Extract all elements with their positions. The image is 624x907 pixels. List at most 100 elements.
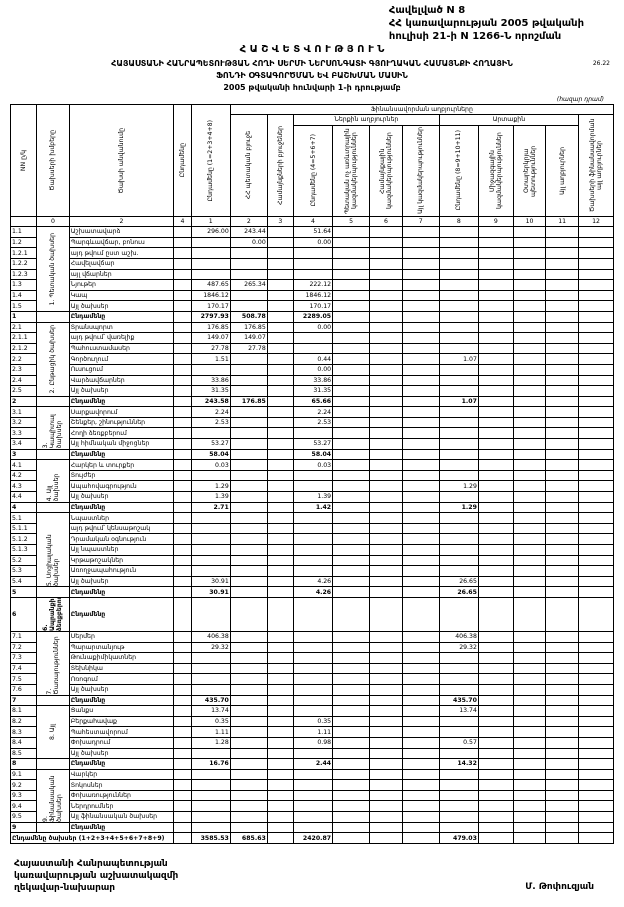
- row-name: Ընդամենը: [68, 596, 175, 632]
- value-cell: [477, 385, 514, 397]
- value-cell: [173, 758, 192, 770]
- value-cell: [173, 705, 192, 717]
- value-cell: [477, 662, 514, 675]
- value-cell: 1846.12: [190, 289, 231, 302]
- value-cell: [332, 586, 371, 598]
- group-label-text: 8. Այլ: [49, 724, 57, 741]
- value-cell: [512, 257, 547, 270]
- column-header-text: Օտարերկրյա պետություններ: [522, 145, 537, 197]
- value-cell: [578, 385, 614, 397]
- value-cell: [477, 747, 514, 760]
- group-cell: [36, 821, 70, 834]
- value-cell: 2420.87: [292, 832, 334, 844]
- value-cell: 265.34: [229, 279, 268, 291]
- value-cell: [578, 247, 614, 259]
- column-number: [9, 215, 38, 228]
- unit: (հազար դրամ): [556, 96, 604, 103]
- value-cell: [369, 586, 403, 598]
- value-cell: [401, 438, 440, 450]
- value-cell: [545, 662, 580, 675]
- row-code: 7.6: [9, 683, 38, 696]
- value-cell: [477, 758, 514, 770]
- value-cell: [266, 683, 294, 696]
- value-cell: [332, 459, 371, 471]
- item-row: 3.4 Այլ հիմնական միջոցներ 53.27 53.27: [9, 438, 614, 450]
- value-cell: [332, 544, 371, 556]
- value-cell: [545, 279, 580, 291]
- value-cell: [401, 512, 440, 524]
- item-row: 1.5 Այլ ծախսեր 170.17 170.17: [9, 300, 614, 312]
- value-cell: [512, 247, 547, 259]
- row-name: Տեխնիկա: [68, 662, 175, 675]
- value-cell: [332, 427, 371, 440]
- row-code: 8.1: [9, 705, 38, 717]
- value-cell: [332, 683, 371, 696]
- value-cell: [173, 374, 192, 387]
- value-cell: [190, 596, 231, 632]
- value-cell: [266, 469, 294, 482]
- value-cell: [401, 310, 440, 323]
- value-cell: [545, 268, 580, 281]
- row-name: Տրանսպորտ: [68, 321, 175, 334]
- item-row: 2.1.2 Պահուստամասեր 27.78 27.78: [9, 342, 614, 355]
- value-cell: [332, 630, 371, 643]
- value-cell: [266, 522, 294, 535]
- value-cell: [578, 469, 614, 482]
- value-cell: [190, 811, 231, 823]
- value-cell: [477, 279, 514, 291]
- value-cell: [229, 554, 268, 567]
- value-cell: [512, 342, 547, 355]
- value-cell: [173, 459, 192, 471]
- value-cell: [266, 821, 294, 834]
- item-row: 8.2 Բերքահավաք 0.35 0.35: [9, 715, 614, 728]
- value-cell: [229, 768, 268, 781]
- value-cell: [401, 480, 440, 493]
- value-cell: 26.65: [438, 575, 479, 588]
- value-cell: [229, 726, 268, 738]
- value-cell: [477, 289, 514, 302]
- value-cell: [401, 694, 440, 707]
- signature: Մ. Թոփուզյան: [525, 882, 594, 892]
- value-cell: [369, 363, 403, 376]
- row-name: Ընդամենը: [68, 448, 175, 461]
- value-cell: [332, 821, 371, 834]
- value-cell: [173, 747, 192, 760]
- value-cell: [173, 736, 192, 749]
- value-cell: [512, 747, 547, 760]
- footer-line: կառավարության աշխատակազմի: [14, 871, 179, 881]
- value-cell: [229, 736, 268, 749]
- row-name: Պահեստավորում: [68, 726, 175, 738]
- value-cell: [578, 565, 614, 577]
- value-cell: [369, 512, 403, 524]
- row-code: 9.1: [9, 768, 38, 781]
- value-cell: [266, 705, 294, 717]
- value-cell: [332, 395, 371, 408]
- footer: Հայաստանի Հանրապետության կառավարության ա…: [14, 858, 178, 894]
- value-cell: [512, 565, 547, 577]
- value-cell: [477, 268, 514, 281]
- value-cell: [438, 226, 479, 238]
- value-cell: [292, 522, 334, 535]
- value-cell: [438, 715, 479, 728]
- item-row: 1.2.1 այդ թվում ըստ աշխ.: [9, 247, 614, 259]
- value-cell: [173, 554, 192, 567]
- value-cell: [438, 438, 479, 450]
- row-code: 8.3: [9, 726, 38, 738]
- value-cell: [545, 575, 580, 588]
- value-cell: 149.07: [229, 332, 268, 344]
- column-header: Ընդամենը: [173, 104, 192, 217]
- value-cell: [229, 630, 268, 643]
- value-cell: 170.17: [190, 300, 231, 312]
- annex-line: հուլիսի 21-ի N 1266-Ն որոշման: [388, 31, 562, 42]
- group-cell: [36, 310, 70, 323]
- row-code: 8.5: [9, 747, 38, 760]
- value-cell: [578, 257, 614, 270]
- row-name: Գործուղում: [68, 353, 175, 365]
- value-cell: [332, 289, 371, 302]
- subtitle-line: 2005 թվականի հունվարի 1-ի դրությամբ: [223, 83, 401, 92]
- value-cell: [292, 641, 334, 654]
- value-cell: [332, 554, 371, 567]
- value-cell: [369, 469, 403, 482]
- value-cell: [512, 768, 547, 781]
- row-name: Ապահովագրություն: [68, 480, 175, 493]
